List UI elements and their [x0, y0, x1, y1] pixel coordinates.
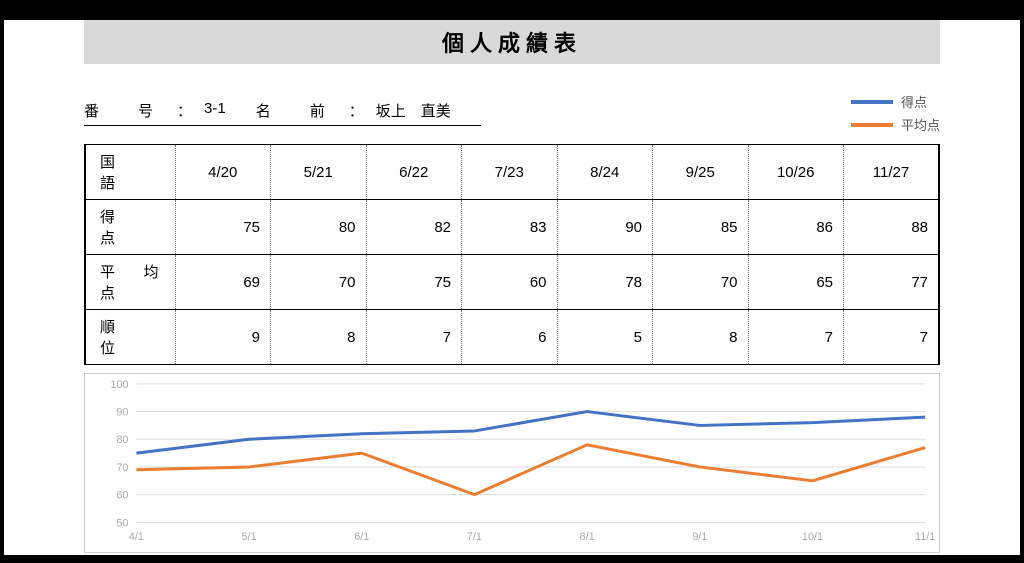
table-cell: 8	[271, 310, 367, 365]
legend-swatch	[851, 123, 893, 127]
table-cell: 9	[175, 310, 271, 365]
line-chart: 50 60 70 80 90 100 4/1 5/1 6/1 7/1 8/1 9/1 10/1 11/1	[84, 373, 940, 553]
svg-text:50: 50	[116, 517, 128, 529]
table-cell: 7	[748, 310, 844, 365]
col-header: 9/25	[653, 145, 749, 200]
table-cell: 83	[462, 200, 558, 255]
col-header: 6/22	[366, 145, 462, 200]
table-row: 得 点7580828390858688	[85, 200, 939, 255]
table-cell: 85	[653, 200, 749, 255]
name-label: 名 前	[256, 100, 337, 121]
table-body: 得 点7580828390858688平 均 点6970756078706577…	[85, 200, 939, 365]
table-cell: 7	[366, 310, 462, 365]
table-header-row: 国 語 4/20 5/21 6/22 7/23 8/24 9/25 10/26 …	[85, 145, 939, 200]
col-header: 4/20	[175, 145, 271, 200]
col-header: 11/27	[844, 145, 940, 200]
table-cell: 90	[557, 200, 653, 255]
number-value: 3-1	[204, 100, 226, 121]
table-cell: 78	[557, 255, 653, 310]
col-header: 5/21	[271, 145, 367, 200]
table-cell: 6	[462, 310, 558, 365]
svg-text:4/1: 4/1	[129, 531, 144, 543]
svg-text:70: 70	[116, 462, 128, 474]
table-cell: 8	[653, 310, 749, 365]
table-cell: 70	[653, 255, 749, 310]
table-cell: 5	[557, 310, 653, 365]
table-cell: 80	[271, 200, 367, 255]
student-info: 番 号 ： 3-1 名 前 ： 坂上 直美	[84, 100, 481, 126]
table-cell: 65	[748, 255, 844, 310]
legend-label: 平均点	[901, 115, 940, 134]
table-corner: 国 語	[85, 145, 175, 200]
table-cell: 75	[175, 200, 271, 255]
table-cell: 75	[366, 255, 462, 310]
svg-text:9/1: 9/1	[692, 531, 707, 543]
table-row: 順 位98765877	[85, 310, 939, 365]
row-header: 得 点	[85, 200, 175, 255]
svg-text:10/1: 10/1	[802, 531, 823, 543]
info-row: 番 号 ： 3-1 名 前 ： 坂上 直美 得点 平均点	[84, 92, 940, 134]
svg-text:60: 60	[116, 490, 128, 502]
row-header: 平 均 点	[85, 255, 175, 310]
svg-text:7/1: 7/1	[467, 531, 482, 543]
table-cell: 82	[366, 200, 462, 255]
legend-item: 得点	[851, 92, 940, 111]
data-table: 国 語 4/20 5/21 6/22 7/23 8/24 9/25 10/26 …	[84, 144, 940, 365]
table-cell: 77	[844, 255, 940, 310]
col-header: 7/23	[462, 145, 558, 200]
data-table-wrap: 国 語 4/20 5/21 6/22 7/23 8/24 9/25 10/26 …	[84, 144, 940, 365]
svg-text:11/1: 11/1	[915, 531, 935, 543]
col-header: 10/26	[748, 145, 844, 200]
svg-text:5/1: 5/1	[242, 531, 257, 543]
svg-text:100: 100	[110, 379, 128, 391]
number-label: 番 号	[84, 100, 165, 121]
col-header: 8/24	[557, 145, 653, 200]
separator: ：	[349, 100, 364, 121]
chart-svg: 50 60 70 80 90 100 4/1 5/1 6/1 7/1 8/1 9/1 10/1 11/1	[85, 374, 939, 552]
name-value: 坂上 直美	[376, 100, 451, 121]
row-header: 順 位	[85, 310, 175, 365]
table-cell: 88	[844, 200, 940, 255]
separator: ：	[177, 100, 192, 121]
legend-label: 得点	[901, 92, 927, 111]
chart-legend: 得点 平均点	[851, 92, 940, 134]
table-cell: 69	[175, 255, 271, 310]
table-cell: 70	[271, 255, 367, 310]
table-cell: 60	[462, 255, 558, 310]
table-cell: 86	[748, 200, 844, 255]
table-row: 平 均 点6970756078706577	[85, 255, 939, 310]
svg-text:6/1: 6/1	[354, 531, 369, 543]
legend-item: 平均点	[851, 115, 940, 134]
svg-text:8/1: 8/1	[580, 531, 595, 543]
svg-text:90: 90	[116, 407, 128, 419]
table-cell: 7	[844, 310, 940, 365]
report-page: 個人成績表 番 号 ： 3-1 名 前 ： 坂上 直美 得点 平均点 国 語	[4, 20, 1020, 555]
svg-text:80: 80	[116, 434, 128, 446]
page-title: 個人成績表	[84, 20, 940, 64]
legend-swatch	[851, 100, 893, 104]
